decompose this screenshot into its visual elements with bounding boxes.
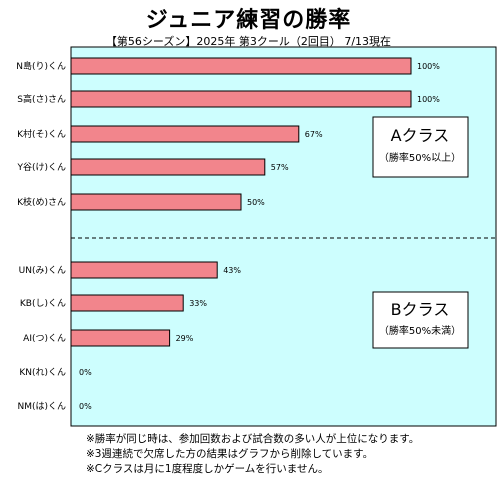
value-label: 29% — [176, 334, 194, 343]
category-label: S高(さ)さん — [17, 93, 66, 105]
value-label: 0% — [79, 368, 92, 377]
footnote-3: ※Cクラスは月に1度程度しかゲームを行いません。 — [86, 463, 329, 475]
value-label: 100% — [417, 95, 440, 104]
value-label: 67% — [305, 130, 323, 139]
category-label: N島(り)くん — [16, 60, 66, 72]
value-label: 50% — [247, 198, 265, 207]
bar — [70, 261, 218, 279]
category-label: K枝(め)さん — [17, 196, 66, 208]
chart-title: ジュニア練習の勝率 — [145, 8, 352, 33]
bar — [70, 193, 242, 211]
value-label: 43% — [223, 266, 241, 275]
b-class-title: Bクラス — [391, 300, 450, 319]
bar — [70, 329, 171, 347]
bar — [70, 158, 266, 176]
category-label: KB(し)くん — [20, 298, 66, 309]
category-label: AI(つ)くん — [23, 333, 66, 344]
category-label: K村(そ)くん — [17, 128, 66, 140]
plot-area — [70, 46, 497, 427]
b-class-box — [372, 291, 469, 349]
bar — [70, 90, 412, 108]
category-label: UN(み)くん — [19, 265, 66, 276]
category-label: NM(は)くん — [17, 401, 66, 412]
value-label: 57% — [271, 163, 289, 172]
footnote-1: ※勝率が同じ時は、参加回数および試合数の多い人が上位になります。 — [86, 433, 420, 445]
bars-group: N島(り)くん 100% S高(さ)さん 100% K村(そ)くん 67% Y谷(け)くん 5… — [16, 57, 440, 412]
value-label: 33% — [189, 299, 207, 308]
bar — [70, 125, 300, 143]
value-label: 100% — [417, 62, 440, 71]
bar — [70, 294, 184, 312]
footnotes: ※勝率が同じ時は、参加回数および試合数の多い人が上位になります。 ※3週連続で欠… — [86, 432, 419, 477]
chart-subtitle: 【第56シーズン】2025年 第3クール（2回目） 7/13現在 — [105, 35, 392, 48]
a-class-title: Aクラス — [391, 126, 450, 145]
bar — [70, 57, 412, 75]
footnote-2: ※3週連続で欠席した方の結果はグラフから削除しています。 — [86, 448, 374, 460]
value-label: 0% — [79, 402, 92, 411]
a-class-subtitle: （勝率50%以上） — [379, 151, 461, 164]
b-class-subtitle: （勝率50%未満） — [379, 324, 461, 337]
category-label: Y谷(け)くん — [16, 162, 66, 173]
a-class-box — [372, 116, 469, 178]
category-label: KN(れ)くん — [19, 367, 66, 378]
